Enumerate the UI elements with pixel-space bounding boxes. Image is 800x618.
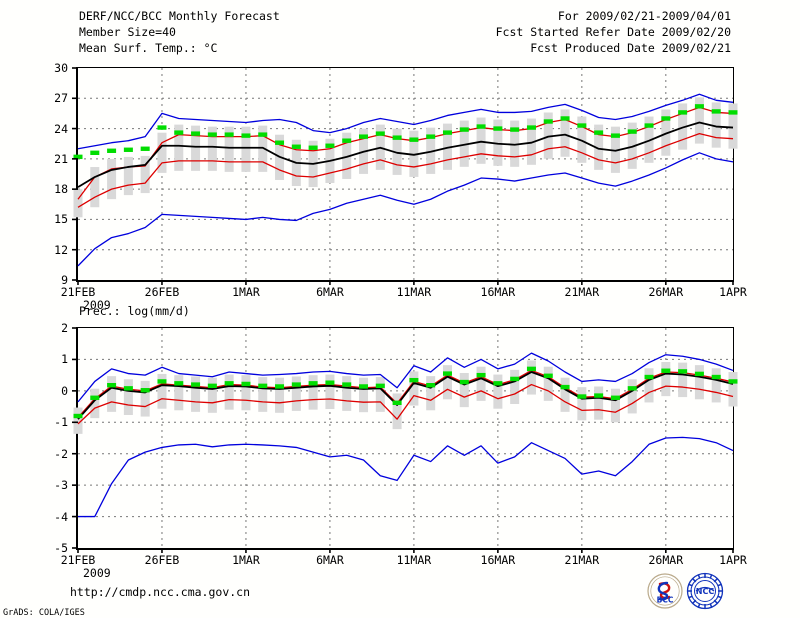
chart-title: DERF/NCC/BCC Monthly Forecast <box>79 9 280 23</box>
x-axis-tick-label: 16MAR <box>480 553 516 567</box>
temperature-plot-frame <box>76 67 734 282</box>
y-axis-tick-label: 9 <box>61 273 68 287</box>
source-url[interactable]: http://cmdp.ncc.cma.gov.cn <box>70 585 251 599</box>
y-axis-tick-label: 24 <box>54 121 68 136</box>
precipitation-plot-frame <box>76 327 734 550</box>
x-axis-tick-label: 26MAR <box>648 553 684 567</box>
x-axis-tick-label: 26MAR <box>648 285 684 299</box>
y-axis-tick-label: 30 <box>54 61 68 75</box>
y-axis-tick-label: -5 <box>54 541 68 555</box>
y-axis-tick-label: 2 <box>61 321 68 335</box>
x-axis-tick-label: 11MAR <box>396 285 432 299</box>
y-axis-tick-label: -1 <box>54 415 68 430</box>
forecast-range-label: For 2009/02/21-2009/04/01 <box>557 9 731 23</box>
x-axis-year-label: 2009 <box>83 298 111 312</box>
forecast-start-date-label: Fcst Started Refer Date 2009/02/20 <box>495 25 731 39</box>
y-axis-tick-label: -3 <box>54 478 68 493</box>
grads-credit-label: GrADS: COLA/IGES <box>3 608 85 618</box>
bcc-logo-icon: BCC <box>647 573 683 609</box>
y-axis-tick-label: 12 <box>54 242 68 257</box>
member-size-label: Member Size=40 <box>79 25 176 39</box>
x-axis-tick-label: 11MAR <box>396 553 432 567</box>
y-axis-tick-label: -2 <box>54 446 68 461</box>
forecast-produced-date-label: Fcst Produced Date 2009/02/21 <box>530 41 731 55</box>
y-axis-tick-label: 18 <box>54 182 68 197</box>
x-axis-year-label: 2009 <box>83 566 111 580</box>
x-axis-tick-label: 21FEB <box>60 285 96 299</box>
svg-text:NCC: NCC <box>696 587 715 596</box>
temp-units-label: Mean Surf. Temp.: °C <box>79 41 218 55</box>
x-axis-tick-label: 26FEB <box>144 553 180 567</box>
y-axis-tick-label: 15 <box>54 212 68 227</box>
x-axis-tick-label: 16MAR <box>480 285 516 299</box>
y-axis-tick-label: 0 <box>61 383 68 398</box>
y-axis-tick-label: 21 <box>54 151 68 166</box>
ncc-logo-icon: NCC <box>686 572 724 610</box>
x-axis-tick-label: 1MAR <box>232 553 260 567</box>
y-axis-tick-label: 1 <box>61 352 68 367</box>
x-axis-tick-label: 21MAR <box>564 285 600 299</box>
x-axis-tick-label: 21FEB <box>60 553 96 567</box>
x-axis-tick-label: 1APR <box>719 285 747 299</box>
x-axis-tick-label: 6MAR <box>316 285 344 299</box>
x-axis-tick-label: 26FEB <box>144 285 180 299</box>
x-axis-tick-label: 21MAR <box>564 553 600 567</box>
x-axis-tick-label: 1APR <box>719 553 747 567</box>
y-axis-tick-label: 27 <box>54 91 68 106</box>
x-axis-tick-label: 6MAR <box>316 553 344 567</box>
y-axis-tick-label: -4 <box>54 509 68 524</box>
svg-text:BCC: BCC <box>657 596 674 605</box>
x-axis-tick-label: 1MAR <box>232 285 260 299</box>
precip-units-label: Prec.: log(mm/d) <box>79 304 190 318</box>
